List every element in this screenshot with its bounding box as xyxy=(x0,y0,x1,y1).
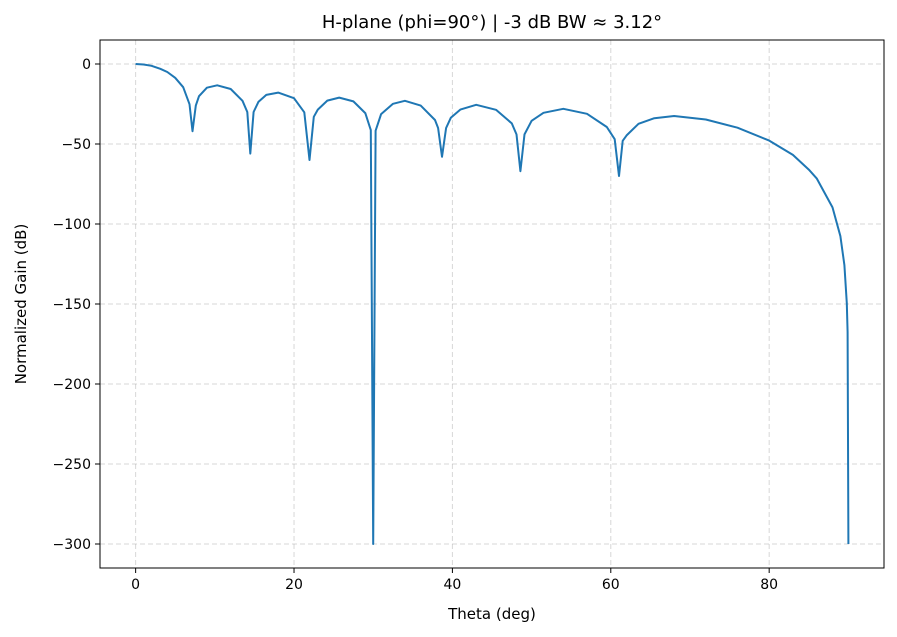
series-line xyxy=(135,63,850,545)
x-tick-label: 40 xyxy=(443,577,461,593)
y-tick-label: −50 xyxy=(61,137,91,153)
y-tick-label: −200 xyxy=(53,377,91,393)
y-tick-label: −250 xyxy=(53,457,91,473)
y-axis-label: Normalized Gain (dB) xyxy=(12,224,30,385)
x-tick-label: 0 xyxy=(131,577,140,593)
plot-frame xyxy=(99,39,885,569)
y-tick-label: −150 xyxy=(53,297,91,313)
x-axis-label: Theta (deg) xyxy=(447,605,536,623)
y-tick-label: −100 xyxy=(53,217,91,233)
x-tick-label: 60 xyxy=(602,577,620,593)
y-tick-label: −300 xyxy=(53,537,91,553)
y-tick-label: 0 xyxy=(82,57,91,73)
x-tick-label: 80 xyxy=(760,577,778,593)
chart-title: H-plane (phi=90°) | -3 dB BW ≈ 3.12° xyxy=(322,12,662,33)
grid xyxy=(100,40,884,568)
x-tick-label: 20 xyxy=(285,577,303,593)
ticks: 0 20 40 60 80 0 −50 −100 −150 −200 −250 −300 xyxy=(53,57,779,593)
